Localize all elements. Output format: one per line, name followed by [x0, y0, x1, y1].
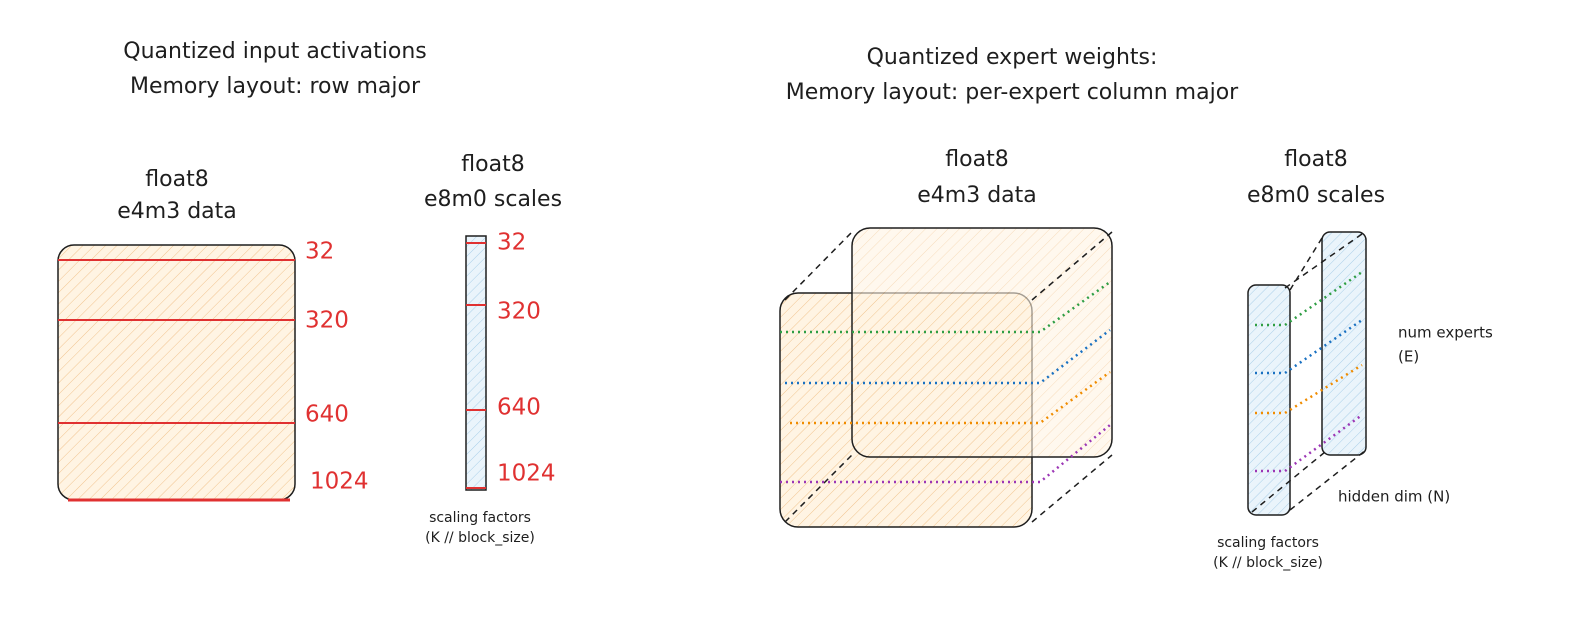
note: scaling factors: [1217, 535, 1319, 551]
block-label: float8: [1284, 147, 1347, 172]
block-label: e4m3 data: [917, 183, 1037, 208]
data-block: [57, 244, 296, 502]
data-cube: [779, 227, 1113, 528]
block-label: float8: [461, 152, 524, 177]
note: (K // block_size): [425, 530, 535, 546]
row-label: 640: [305, 402, 349, 428]
block-label: float8: [145, 167, 208, 192]
title-line: Quantized input activations: [123, 39, 426, 64]
block-label: e8m0 scales: [424, 187, 562, 212]
row-label: 32: [305, 239, 334, 265]
note: scaling factors: [429, 510, 531, 526]
row-label: 640: [497, 395, 541, 421]
scales-prism: [1247, 231, 1367, 516]
row-label: 320: [305, 308, 349, 334]
scales-block: [465, 235, 487, 491]
title-line: Quantized expert weights:: [867, 45, 1158, 70]
row-label: 1024: [310, 469, 369, 495]
title-line: Memory layout: row major: [130, 74, 421, 99]
block-label: e8m0 scales: [1247, 183, 1385, 208]
title-line: Memory layout: per-expert column major: [786, 80, 1239, 105]
row-label: 1024: [497, 461, 556, 487]
annotation: hidden dim (N): [1338, 488, 1450, 506]
annotation: (E): [1398, 348, 1419, 366]
row-label: 320: [497, 299, 541, 325]
annotation: num experts: [1398, 324, 1493, 342]
note: (K // block_size): [1213, 555, 1323, 571]
row-label: 32: [497, 230, 526, 256]
block-label: e4m3 data: [117, 199, 237, 224]
block-label: float8: [945, 147, 1008, 172]
